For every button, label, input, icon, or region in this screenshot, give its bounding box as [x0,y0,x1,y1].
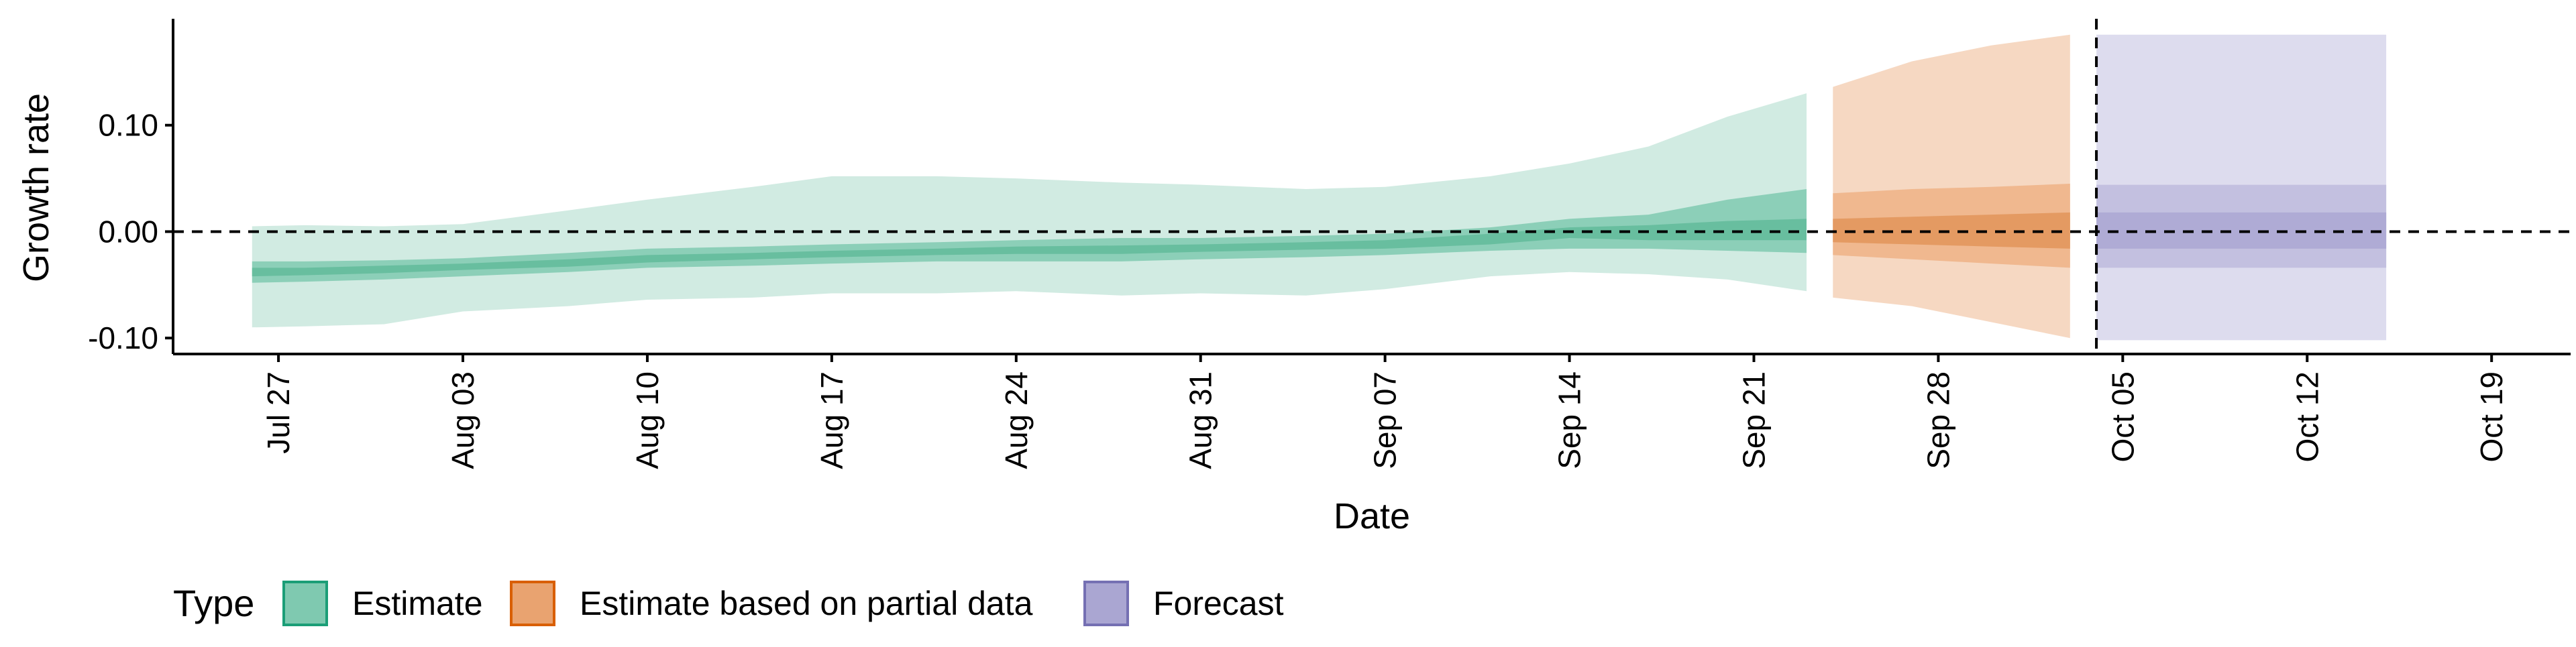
y-tick-label: 0.00 [98,214,158,249]
y-tick-label: -0.10 [88,320,158,355]
legend-item: Estimate based on partial data [510,581,1033,626]
series-1 [1833,34,2070,339]
y-tick-label: 0.10 [98,108,158,143]
legend: Type Estimate Estimate based on partial d… [173,581,1284,626]
legend-item: Forecast [1083,581,1284,626]
bands-layer [252,34,2387,341]
series-2 [2096,34,2387,341]
legend-swatch [1083,581,1129,626]
x-tick-label: Aug 03 [445,371,480,469]
x-tick-label: Sep 07 [1368,371,1403,469]
x-axis-title: Date [1334,496,1410,536]
y-axis-title: Growth rate [16,93,56,282]
x-tick-label: Aug 31 [1183,371,1218,469]
x-tick-label: Aug 17 [814,371,849,469]
axes [172,19,2571,355]
x-tick-label: Sep 21 [1736,371,1771,469]
x-tick-label: Aug 24 [999,371,1034,469]
legend-item: Estimate [282,581,483,626]
legend-label: Forecast [1153,585,1284,622]
ticks: -0.10 0.00 0.10 Jul 27 Aug 03 Aug 10 Aug 17 Aug… [88,108,2509,469]
reference-lines [173,19,2571,354]
band-outer-series-0 [252,93,1807,328]
legend-label: Estimate based on partial data [580,585,1033,622]
series-0 [252,93,1807,328]
x-tick-label: Oct 05 [2105,371,2140,463]
x-tick-label: Sep 14 [1552,371,1587,469]
x-tick-label: Sep 28 [1921,371,1955,469]
legend-label: Estimate [352,585,483,622]
x-tick-label: Aug 10 [630,371,665,469]
x-tick-label: Oct 12 [2290,371,2324,463]
legend-swatch [510,581,555,626]
x-tick-label: Oct 19 [2474,371,2509,463]
x-tick-label: Jul 27 [261,371,296,454]
band-inner-series-0 [252,219,1807,277]
legend-title: Type [173,582,254,624]
band-inner-series-1 [1833,212,2070,249]
legend-swatch [282,581,328,626]
